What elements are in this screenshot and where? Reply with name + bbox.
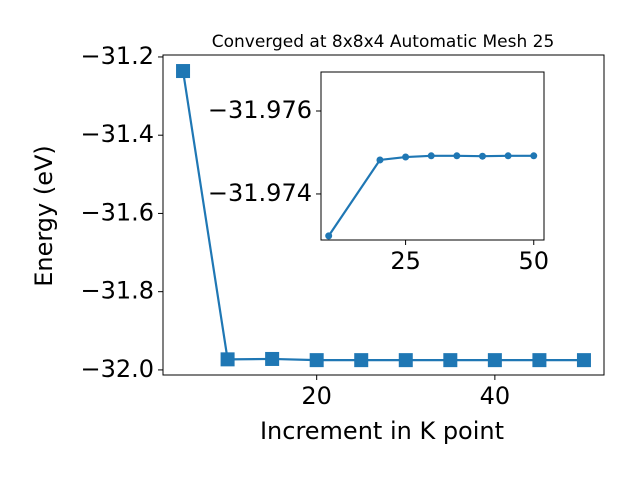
marker xyxy=(487,353,502,368)
marker xyxy=(376,156,384,164)
y-tick-label: −31.4 xyxy=(80,120,154,148)
marker xyxy=(504,152,512,160)
marker xyxy=(453,152,461,160)
marker xyxy=(532,353,547,368)
line xyxy=(327,154,534,237)
marker xyxy=(478,152,486,160)
y-axis-label: Energy (eV) xyxy=(30,145,58,287)
x-tick-label: 50 xyxy=(518,247,549,275)
marker xyxy=(309,353,324,368)
line xyxy=(181,70,584,362)
x-tick-label: 20 xyxy=(301,382,332,410)
marker xyxy=(354,353,369,368)
y-tick-label: −31.8 xyxy=(80,277,154,305)
marker xyxy=(220,352,235,367)
y-tick-label: −31.2 xyxy=(80,42,154,70)
marker xyxy=(176,64,191,79)
marker xyxy=(576,353,591,368)
x-axis-label: Increment in K point xyxy=(260,417,504,445)
y-tick-label: −31.974 xyxy=(208,179,312,207)
marker xyxy=(427,152,435,160)
marker xyxy=(265,351,280,366)
y-tick-label: −32.0 xyxy=(80,355,154,383)
marker xyxy=(325,232,333,240)
marker xyxy=(402,153,410,161)
y-tick-label: −31.6 xyxy=(80,198,154,226)
marker xyxy=(443,353,458,368)
y-tick-label: −31.976 xyxy=(208,96,312,124)
x-tick-label: 25 xyxy=(390,247,421,275)
marker xyxy=(398,353,413,368)
chart-title: Converged at 8x8x4 Automatic Mesh 25 xyxy=(212,32,555,52)
x-tick-label: 40 xyxy=(480,382,511,410)
marker xyxy=(530,152,538,160)
